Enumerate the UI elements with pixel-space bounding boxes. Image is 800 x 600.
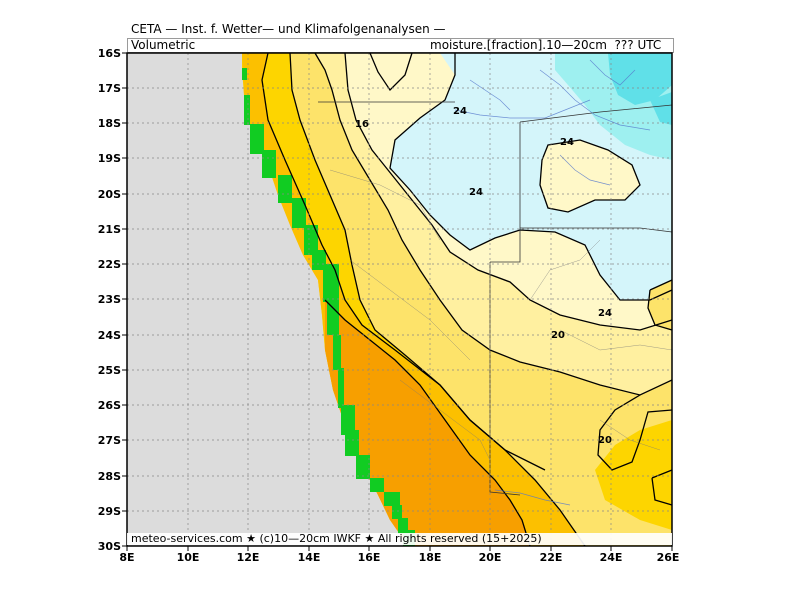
contour-label-24d: 24: [598, 308, 612, 319]
lat-label: 22S: [98, 258, 121, 271]
lat-label: 20S: [98, 188, 121, 201]
lat-label: 19S: [98, 152, 121, 165]
contour-label-24b: 24: [560, 137, 574, 148]
copyright-text: meteo-services.com ★ (c)10—20cm IWKF ★ A…: [131, 532, 542, 545]
lon-label: 14E: [298, 551, 321, 564]
graticule: [127, 53, 672, 546]
footer-bar: [127, 533, 672, 545]
lat-label: 29S: [98, 505, 121, 518]
contour-label-24a: 24: [453, 106, 467, 117]
lat-label: 27S: [98, 434, 121, 447]
lat-label: 30S: [98, 540, 121, 553]
variable-units: moisture.[fraction].10—20cm ??? UTC: [430, 38, 662, 52]
lon-label: 18E: [419, 551, 442, 564]
lon-label: 22E: [540, 551, 563, 564]
lat-label: 25S: [98, 364, 121, 377]
lat-label: 28S: [98, 470, 121, 483]
map-title: CETA — Inst. f. Wetter— und Klimafolgena…: [131, 22, 446, 36]
contour-label-24c: 24: [469, 187, 483, 198]
lat-label: 24S: [98, 329, 121, 342]
lon-label: 20E: [479, 551, 502, 564]
cream-island: [540, 140, 640, 212]
lat-label: 16S: [98, 47, 121, 60]
lat-label: 26S: [98, 399, 121, 412]
bright-cyan-blob-2: [650, 92, 672, 125]
lon-label: 12E: [237, 551, 260, 564]
lon-label: 10E: [177, 551, 200, 564]
lon-label: 26E: [657, 551, 680, 564]
contour-label-16: 16: [355, 119, 369, 130]
bright-cyan-blob-1: [608, 53, 672, 105]
yellow-blob-se2: [652, 470, 672, 505]
lon-label: 8E: [119, 551, 134, 564]
lon-label: 24E: [600, 551, 623, 564]
contour-label-20b: 20: [598, 435, 612, 446]
lat-label: 23S: [98, 293, 121, 306]
lat-label: 17S: [98, 82, 121, 95]
contour-label-20a: 20: [551, 330, 565, 341]
variable-name: Volumetric: [131, 38, 196, 52]
lat-label: 21S: [98, 223, 121, 236]
internal-boundaries: [329, 169, 673, 461]
contour-lines: [261, 52, 673, 547]
lon-label: 16E: [358, 551, 381, 564]
axis-ticks: [122, 52, 673, 551]
rivers: [454, 59, 651, 506]
lat-label: 18S: [98, 117, 121, 130]
